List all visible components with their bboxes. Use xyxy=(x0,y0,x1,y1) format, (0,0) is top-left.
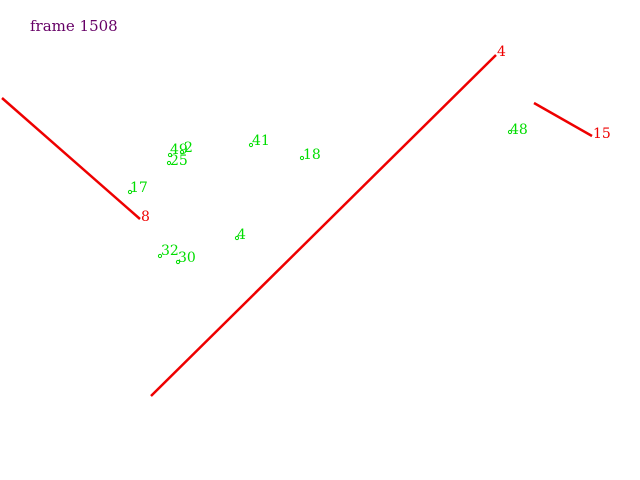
point-30: 30 xyxy=(175,250,196,266)
point-25-label: 25 xyxy=(170,153,188,169)
point-17-marker xyxy=(127,189,133,195)
point-32-marker xyxy=(157,253,163,259)
segment-8-label: 8 xyxy=(141,209,150,225)
point-2-marker xyxy=(179,149,185,155)
point-32: 32 xyxy=(157,243,179,259)
frame-label: frame 1508 xyxy=(30,17,118,35)
point-17: 17 xyxy=(127,180,148,196)
point-18: 18 xyxy=(299,147,321,163)
segment-layer: 8 4 15 xyxy=(1,44,611,397)
point-17-label: 17 xyxy=(130,180,148,196)
point-30-label: 30 xyxy=(178,250,196,266)
point-2-label: 2 xyxy=(184,140,193,156)
segment-4-line xyxy=(150,54,497,397)
point-48-marker xyxy=(507,129,513,135)
segment-4: 4 xyxy=(150,44,506,397)
point-30-marker xyxy=(175,259,181,265)
point-25-marker xyxy=(166,160,172,166)
point-4: 4 xyxy=(234,227,246,243)
point-41-marker xyxy=(248,142,254,148)
point-41-label: 41 xyxy=(252,133,270,149)
point-layer: 49 2 25 41 18 17 4 32 xyxy=(127,122,528,266)
segment-8-line xyxy=(1,97,141,220)
point-25: 25 xyxy=(166,153,188,169)
point-4-marker xyxy=(234,235,240,241)
segment-4-label: 4 xyxy=(497,44,506,60)
segment-15: 15 xyxy=(533,101,611,142)
point-32-label: 32 xyxy=(161,243,179,259)
segment-15-label: 15 xyxy=(593,126,611,142)
point-48-label: 48 xyxy=(510,122,528,138)
point-49-label: 49 xyxy=(170,142,188,158)
point-18-marker xyxy=(299,155,305,161)
point-48: 48 xyxy=(507,122,528,138)
point-49: 49 xyxy=(167,142,188,158)
segment-15-line xyxy=(533,101,593,138)
segment-8: 8 xyxy=(1,97,150,225)
point-2: 2 xyxy=(179,140,193,156)
point-41: 41 xyxy=(248,133,270,149)
point-18-label: 18 xyxy=(303,147,321,163)
point-49-marker xyxy=(167,152,173,158)
point-4-label: 4 xyxy=(237,227,246,243)
